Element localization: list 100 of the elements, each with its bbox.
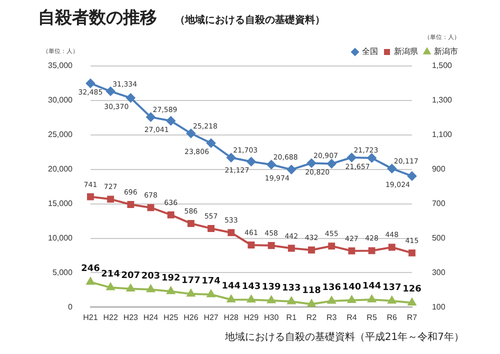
point [328, 242, 336, 250]
point [367, 153, 376, 162]
point [186, 289, 195, 297]
data-label: 207 [121, 270, 140, 281]
point [348, 247, 356, 254]
x-tick-label: R6 [386, 313, 398, 322]
y-tick-label: 20,000 [48, 164, 74, 174]
y2-tick-label: 100 [432, 302, 446, 312]
point [347, 153, 356, 162]
y-tick-label: 5,000 [52, 268, 74, 277]
point [187, 220, 194, 227]
point [208, 224, 215, 232]
data-label: 133 [282, 284, 301, 294]
data-label: 140 [342, 282, 362, 292]
point [146, 112, 156, 122]
y-tick-label: 25,000 [48, 130, 74, 140]
x-tick-label: H24 [143, 313, 159, 322]
point [348, 296, 356, 304]
point [246, 157, 256, 166]
point [207, 290, 216, 298]
point [127, 201, 134, 208]
point [186, 128, 196, 138]
point [166, 286, 175, 294]
data-label: 144 [222, 282, 241, 292]
data-label: 126 [402, 284, 422, 295]
x-tick-label: R5 [366, 313, 378, 322]
point [167, 211, 174, 218]
x-tick-label: H28 [224, 313, 240, 322]
data-label: 214 [101, 270, 120, 280]
x-tick-label: H30 [264, 313, 280, 322]
x-tick-label: H29 [244, 313, 260, 322]
x-tick-label: R2 [306, 313, 318, 322]
x-tick-label: R1 [286, 313, 298, 322]
point [288, 244, 295, 252]
y-tick-label: 30,000 [48, 96, 74, 105]
point [147, 204, 154, 212]
x-tick-label: H27 [204, 313, 219, 322]
point [166, 116, 176, 126]
y-tick-label: 10,000 [48, 233, 74, 242]
point [107, 196, 114, 203]
point [368, 247, 376, 254]
data-label: 177 [182, 276, 200, 286]
y-tick-label: 15,000 [48, 199, 74, 208]
point [388, 296, 396, 304]
data-label: 136 [322, 283, 341, 293]
point [146, 284, 155, 292]
point [308, 246, 315, 254]
point [266, 160, 276, 170]
data-label: 203 [141, 271, 160, 282]
point [226, 153, 236, 162]
x-tick-label: R3 [326, 313, 338, 322]
point [106, 283, 115, 290]
point [106, 86, 116, 96]
x-tick-label: H22 [103, 313, 118, 322]
point [247, 295, 256, 303]
data-label: 139 [262, 282, 281, 292]
y2-tick-label: 500 [432, 233, 446, 242]
point [328, 296, 336, 304]
x-tick-label: H25 [164, 313, 179, 322]
x-tick-label: R4 [346, 313, 358, 322]
point [248, 242, 255, 248]
data-label: 118 [302, 286, 321, 296]
y-tick-label: 35,000 [48, 61, 74, 70]
point [307, 300, 316, 307]
point [227, 295, 236, 302]
data-label: 174 [202, 276, 220, 286]
y-tick-label: 0 [68, 302, 74, 312]
legend-label: 全国 [362, 47, 378, 56]
chart-title: 自殺者数の推移 [38, 8, 157, 28]
y2-tick-label: 700 [432, 199, 446, 208]
point [268, 242, 275, 249]
data-label: 137 [382, 282, 402, 293]
x-tick-label: R7 [406, 313, 418, 322]
point [327, 159, 336, 168]
legend-label: 新潟市 [434, 47, 458, 56]
y2-tick-label: 1,100 [432, 130, 453, 140]
point [307, 158, 316, 168]
data-label: 246 [81, 264, 100, 274]
y2-tick-label: 1,300 [432, 96, 453, 105]
data-label: 192 [161, 273, 180, 284]
point [86, 193, 94, 200]
point [228, 229, 235, 236]
legend-label: 新潟県 [394, 47, 418, 56]
point [408, 249, 416, 256]
point [368, 295, 376, 302]
chart-subtitle: （地域における自殺の基礎資料） [175, 15, 325, 26]
point [388, 244, 396, 251]
point [286, 165, 296, 174]
x-tick-label: H26 [184, 313, 199, 322]
point [126, 93, 136, 102]
point [407, 172, 416, 181]
point [408, 298, 416, 306]
y2-tick-label: 1,500 [432, 61, 453, 70]
point [287, 297, 296, 304]
data-label: 143 [242, 282, 261, 292]
text: 地域における自殺の基礎資料（平成21年～令和7年） [224, 330, 464, 344]
point [206, 138, 216, 148]
point [126, 284, 135, 292]
point [86, 78, 95, 88]
x-tick-label: H21 [83, 313, 98, 322]
